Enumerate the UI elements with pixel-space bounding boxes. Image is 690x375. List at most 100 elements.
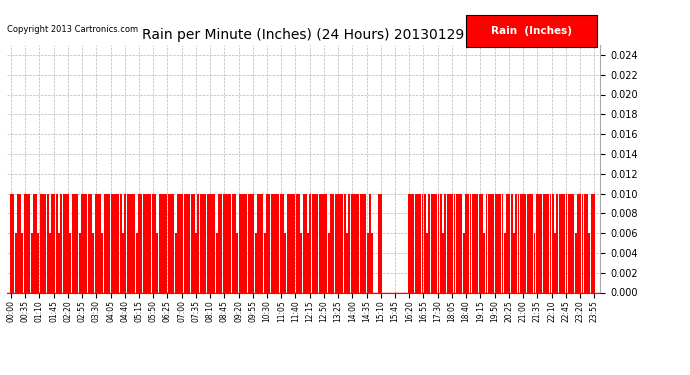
Bar xyxy=(213,194,215,292)
Bar xyxy=(362,194,364,292)
Bar xyxy=(410,194,412,292)
Bar xyxy=(17,194,19,292)
Bar xyxy=(124,194,126,292)
Bar xyxy=(126,194,128,292)
Bar xyxy=(348,194,351,292)
Bar xyxy=(19,194,21,292)
Bar xyxy=(584,194,586,292)
Bar xyxy=(157,233,158,292)
Bar xyxy=(120,194,121,292)
Bar xyxy=(286,194,288,292)
Bar xyxy=(275,194,277,292)
Bar xyxy=(181,194,184,292)
Bar xyxy=(351,194,353,292)
Bar xyxy=(359,194,362,292)
Bar xyxy=(591,194,593,292)
Bar xyxy=(580,194,581,292)
Bar xyxy=(12,194,14,292)
Bar xyxy=(506,194,508,292)
Bar xyxy=(337,194,339,292)
Bar xyxy=(380,194,382,292)
Bar xyxy=(227,194,229,292)
Bar xyxy=(37,233,39,292)
Bar xyxy=(346,233,348,292)
Bar xyxy=(335,194,337,292)
Bar xyxy=(577,194,579,292)
Bar xyxy=(237,233,238,292)
Bar xyxy=(437,194,440,292)
Bar xyxy=(369,194,371,292)
Bar xyxy=(170,194,172,292)
Bar xyxy=(511,194,513,292)
Bar xyxy=(586,194,588,292)
Bar xyxy=(147,194,149,292)
Bar xyxy=(264,233,266,292)
Bar xyxy=(220,194,222,292)
Bar xyxy=(593,194,595,292)
Bar xyxy=(554,233,556,292)
Bar xyxy=(51,194,53,292)
Bar xyxy=(502,194,504,292)
Bar xyxy=(74,194,76,292)
Bar xyxy=(131,194,133,292)
Bar xyxy=(163,194,165,292)
Bar xyxy=(248,194,250,292)
Bar xyxy=(589,233,591,292)
Bar xyxy=(509,194,511,292)
Bar xyxy=(255,233,257,292)
Bar xyxy=(500,194,501,292)
Bar xyxy=(266,194,268,292)
Bar xyxy=(504,233,506,292)
Bar xyxy=(531,194,533,292)
Bar xyxy=(209,194,211,292)
Text: Copyright 2013 Cartronics.com: Copyright 2013 Cartronics.com xyxy=(7,25,138,34)
Bar xyxy=(14,233,17,292)
Bar xyxy=(451,194,453,292)
Bar xyxy=(522,194,524,292)
Bar xyxy=(424,194,426,292)
Bar xyxy=(330,194,332,292)
Bar xyxy=(371,233,373,292)
Bar xyxy=(81,194,83,292)
Bar xyxy=(378,194,380,292)
Bar xyxy=(328,233,330,292)
Bar xyxy=(442,233,444,292)
Bar xyxy=(440,194,442,292)
Bar xyxy=(26,194,28,292)
Bar xyxy=(122,233,124,292)
Bar xyxy=(154,194,156,292)
Bar xyxy=(536,194,538,292)
Bar xyxy=(490,194,492,292)
Bar xyxy=(493,194,494,292)
Bar xyxy=(40,194,41,292)
Bar xyxy=(225,194,227,292)
Bar xyxy=(145,194,147,292)
Bar xyxy=(44,194,46,292)
Bar xyxy=(30,233,32,292)
Bar xyxy=(479,194,481,292)
Bar xyxy=(291,194,293,292)
Bar xyxy=(303,194,304,292)
Bar xyxy=(426,233,428,292)
Bar xyxy=(166,194,168,292)
Bar xyxy=(273,194,275,292)
Bar xyxy=(488,194,490,292)
Bar xyxy=(136,233,138,292)
Bar xyxy=(321,194,323,292)
Bar xyxy=(90,194,92,292)
Bar xyxy=(573,194,574,292)
Bar xyxy=(342,194,344,292)
Bar xyxy=(243,194,245,292)
Bar xyxy=(495,194,497,292)
Bar xyxy=(460,194,462,292)
Bar xyxy=(175,233,177,292)
Bar xyxy=(268,194,270,292)
Bar xyxy=(545,194,547,292)
Bar xyxy=(566,194,567,292)
Bar xyxy=(56,194,58,292)
Bar xyxy=(234,194,236,292)
Bar xyxy=(129,194,131,292)
Bar xyxy=(474,194,476,292)
Bar xyxy=(202,194,204,292)
Bar xyxy=(161,194,163,292)
